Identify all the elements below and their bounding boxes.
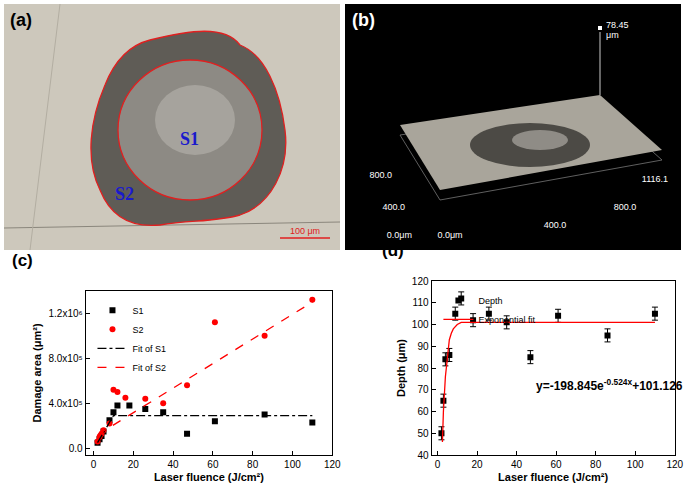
svg-text:60: 60 <box>551 459 563 470</box>
svg-text:100: 100 <box>627 459 644 470</box>
svg-text:60: 60 <box>417 406 429 417</box>
svg-text:8.0x10⁵: 8.0x10⁵ <box>48 353 82 364</box>
svg-text:0.0: 0.0 <box>69 443 83 454</box>
svg-text:20: 20 <box>128 459 140 470</box>
svg-text:110: 110 <box>413 297 429 308</box>
svg-text:0.0μm: 0.0μm <box>387 230 412 240</box>
svg-text:(d): (d) <box>382 241 404 260</box>
svg-text:120: 120 <box>412 276 429 287</box>
svg-text:S1: S1 <box>180 129 199 149</box>
svg-text:S2: S2 <box>132 325 143 335</box>
svg-text:90: 90 <box>417 341 429 352</box>
svg-text:0.0μm: 0.0μm <box>437 230 462 240</box>
svg-text:Laser fluence (J/cm²): Laser fluence (J/cm²) <box>154 471 264 483</box>
svg-text:y=-198.845e​-0.524x​+101.126: y=-198.845e​-0.524x​+101.126 <box>536 377 683 393</box>
svg-text:120: 120 <box>324 459 341 470</box>
svg-text:(a): (a) <box>10 10 32 30</box>
svg-text:S1: S1 <box>132 306 143 316</box>
svg-text:60: 60 <box>207 459 219 470</box>
svg-text:1.2x10⁶: 1.2x10⁶ <box>48 308 82 319</box>
svg-text:Damage area (μm²): Damage area (μm²) <box>31 323 43 422</box>
svg-text:40: 40 <box>417 450 429 461</box>
svg-text:400.0: 400.0 <box>544 220 567 230</box>
svg-text:Depth: Depth <box>478 296 502 306</box>
svg-text:120: 120 <box>666 459 683 470</box>
svg-text:78.45: 78.45 <box>606 20 629 30</box>
svg-text:0: 0 <box>91 459 97 470</box>
svg-text:80: 80 <box>417 363 429 374</box>
svg-text:800.0: 800.0 <box>614 202 637 212</box>
svg-text:S2: S2 <box>115 184 134 204</box>
svg-text:100: 100 <box>412 319 429 330</box>
svg-text:80: 80 <box>590 459 602 470</box>
svg-text:70: 70 <box>417 384 429 395</box>
svg-text:100: 100 <box>284 459 301 470</box>
svg-text:40: 40 <box>511 459 523 470</box>
svg-text:μm: μm <box>606 30 619 40</box>
svg-text:(b): (b) <box>352 10 375 30</box>
svg-text:40: 40 <box>168 459 180 470</box>
svg-text:Laser fluence (J/cm²): Laser fluence (J/cm²) <box>498 471 608 483</box>
svg-text:4.0x10⁵: 4.0x10⁵ <box>48 398 82 409</box>
svg-text:Exponential fit: Exponential fit <box>478 315 535 325</box>
svg-text:(c): (c) <box>12 251 33 270</box>
svg-text:1116.1: 1116.1 <box>642 174 668 184</box>
svg-text:100 μm: 100 μm <box>290 226 320 236</box>
svg-text:Fit of S1: Fit of S1 <box>132 344 166 354</box>
svg-text:Depth (μm): Depth (μm) <box>395 339 407 397</box>
svg-text:20: 20 <box>471 459 483 470</box>
svg-text:50: 50 <box>417 428 429 439</box>
svg-text:800.0: 800.0 <box>369 170 392 180</box>
svg-text:400.0: 400.0 <box>382 202 405 212</box>
svg-text:0: 0 <box>435 459 441 470</box>
svg-text:80: 80 <box>247 459 259 470</box>
svg-text:Fit of S2: Fit of S2 <box>132 363 166 373</box>
